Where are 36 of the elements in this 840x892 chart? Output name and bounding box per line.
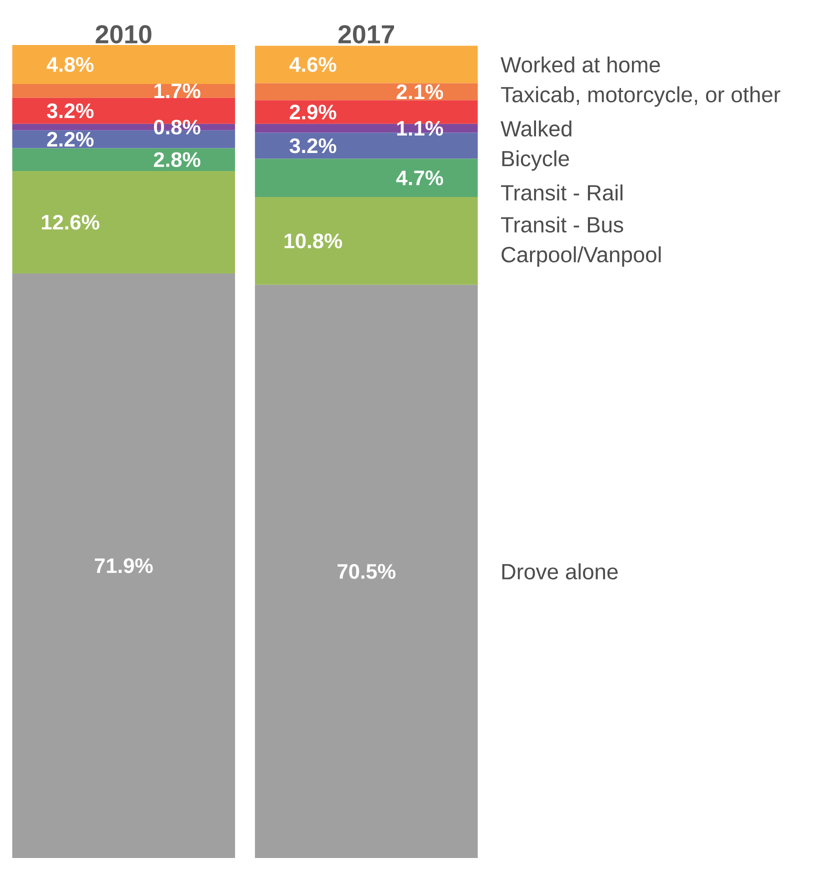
series-label: Taxicab, motorcycle, or other [501,86,780,107]
series-label: Transit - Bus [501,216,624,233]
bar [12,273,236,858]
series-label: Carpool/Vanpool [502,246,661,267]
data-label: 70.5% [338,564,396,579]
series-label: Worked at home [500,56,660,73]
series-label: Walked [500,120,572,137]
x-tick-label: 2017 [338,25,394,44]
x-tick-label: 2010 [96,25,152,44]
bar [254,158,478,198]
bar [12,171,236,274]
data-label: 71.9% [94,558,153,574]
bar [12,148,236,172]
data-label: 4.6% [289,57,336,72]
data-label: 4.8% [46,57,94,72]
bar [12,44,236,84]
bar [12,84,236,98]
data-label: 2.2% [47,132,94,147]
bar [254,197,478,285]
data-label: 1.7% [154,84,200,98]
data-label: 12.6% [42,214,100,230]
bar [254,284,478,858]
data-label: 10.8% [284,234,342,248]
series-label: Transit - Rail [501,184,622,201]
data-label: 2.8% [154,152,200,168]
series-label: Drove alone [502,563,618,580]
data-label: 3.2% [290,138,336,154]
data-label: 2.1% [396,84,444,100]
bar [254,46,478,84]
data-label: 3.2% [46,103,94,118]
bar [254,83,478,100]
data-label: 2.9% [290,104,336,120]
data-label: 0.8% [154,120,200,135]
series-label: Bicycle [502,150,569,171]
data-label: 1.1% [397,120,444,136]
data-label: 4.7% [396,170,444,186]
